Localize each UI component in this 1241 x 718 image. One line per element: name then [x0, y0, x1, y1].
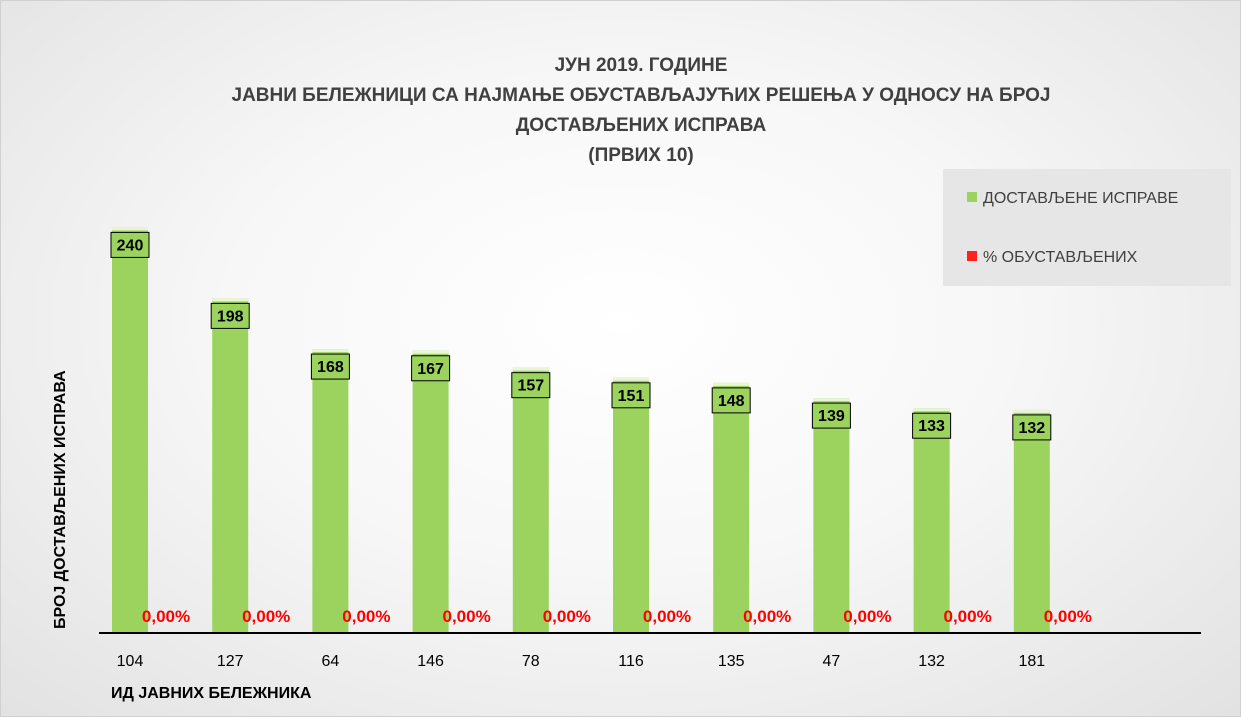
legend-label-delivered: ДОСТАВЉЕНЕ ИСПРАВЕ	[983, 190, 1178, 207]
bar-highlight-104	[112, 227, 148, 231]
pct-label-47: 0,00%	[843, 607, 891, 626]
y-axis-title: БРОЈ ДОСТАВЉЕНИХ ИСПРАВА	[52, 370, 69, 629]
x-tick-132: 132	[918, 653, 945, 670]
pct-label-78: 0,00%	[543, 607, 591, 626]
legend-swatch-delivered	[967, 192, 977, 202]
data-label-104: 240	[117, 237, 144, 254]
bar-64	[312, 349, 349, 633]
legend-swatch-suspended	[967, 251, 977, 261]
bar-highlight-132	[913, 408, 950, 412]
data-label-181: 132	[1018, 420, 1045, 437]
data-label-box-104	[110, 231, 150, 258]
bar-highlight-47	[813, 398, 850, 402]
data-label-127: 198	[217, 308, 244, 325]
bar-highlight-116	[613, 377, 649, 381]
bar-116	[613, 377, 649, 633]
bar-104	[112, 227, 148, 633]
bar-47	[813, 398, 850, 633]
pct-label-146: 0,00%	[442, 607, 490, 626]
legend-label-suspended: % ОБУСТАВЉЕНИХ	[983, 249, 1138, 266]
data-label-box-146	[411, 355, 451, 382]
data-label-box-132	[912, 412, 952, 439]
x-tick-104: 104	[117, 653, 144, 670]
pct-label-116: 0,00%	[643, 607, 691, 626]
x-tick-64: 64	[322, 653, 340, 670]
x-tick-181: 181	[1018, 653, 1045, 670]
x-tick-127: 127	[217, 653, 244, 670]
data-label-box-181	[1012, 414, 1052, 441]
data-label-box-135	[711, 387, 751, 414]
x-tick-78: 78	[522, 653, 540, 670]
bar-181	[1013, 409, 1050, 633]
bar-highlight-64	[312, 349, 349, 353]
chart-title: ЈУН 2019. ГОДИНЕ ЈАВНИ БЕЛЕЖНИЦИ СА НАЈМ…	[232, 55, 1051, 166]
pct-label-132: 0,00%	[943, 607, 991, 626]
pct-label-127: 0,00%	[242, 607, 290, 626]
pct-label-104: 0,00%	[142, 607, 190, 626]
legend: ДОСТАВЉЕНЕ ИСПРАВЕ % ОБУСТАВЉЕНИХ	[967, 190, 1178, 266]
data-label-box-116	[611, 382, 651, 409]
bar-highlight-146	[412, 350, 449, 354]
title-line-1: ЈУН 2019. ГОДИНЕ	[555, 55, 728, 76]
x-tick-135: 135	[718, 653, 745, 670]
pct-label-64: 0,00%	[342, 607, 390, 626]
title-line-4: (ПРВИХ 10)	[588, 145, 693, 166]
bar-highlight-181	[1013, 409, 1050, 413]
data-label-47: 139	[818, 408, 845, 425]
bar-127	[212, 298, 249, 633]
data-label-135: 148	[718, 393, 745, 410]
pct-label-135: 0,00%	[743, 607, 791, 626]
data-label-146: 167	[417, 361, 444, 378]
data-label-116: 151	[618, 388, 645, 405]
bars-layer	[112, 227, 1050, 633]
pct-label-181: 0,00%	[1044, 607, 1092, 626]
x-axis-title: ИД ЈАВНИХ БЕЛЕЖНИКА	[111, 685, 312, 702]
bar-132	[913, 408, 950, 633]
x-tick-146: 146	[417, 653, 444, 670]
bar-highlight-135	[713, 382, 750, 386]
bar-highlight-78	[512, 367, 549, 371]
bar-78	[512, 367, 549, 633]
data-label-78: 157	[517, 378, 544, 395]
data-label-132: 133	[918, 418, 945, 435]
title-line-3: ДОСТАВЉЕНИХ ИСПРАВА	[516, 115, 767, 136]
data-label-box-64	[310, 353, 350, 380]
x-tick-47: 47	[823, 653, 841, 670]
bar-highlight-127	[212, 298, 249, 302]
data-label-box-127	[210, 302, 250, 329]
data-label-box-47	[811, 402, 851, 429]
labels-layer: 240 0,00% 104 198 0,00% 127 168 0,00% 64 167 0,00%…	[110, 231, 1092, 670]
bar-146	[412, 350, 449, 633]
title-line-2: ЈАВНИ БЕЛЕЖНИЦИ СА НАЈМАЊЕ ОБУСТАВЉАЈУЋИ…	[232, 85, 1051, 106]
bar-135	[713, 382, 750, 633]
x-tick-116: 116	[618, 653, 644, 670]
data-label-box-78	[511, 372, 551, 399]
data-label-64: 168	[317, 359, 344, 376]
legend-background	[943, 169, 1231, 286]
